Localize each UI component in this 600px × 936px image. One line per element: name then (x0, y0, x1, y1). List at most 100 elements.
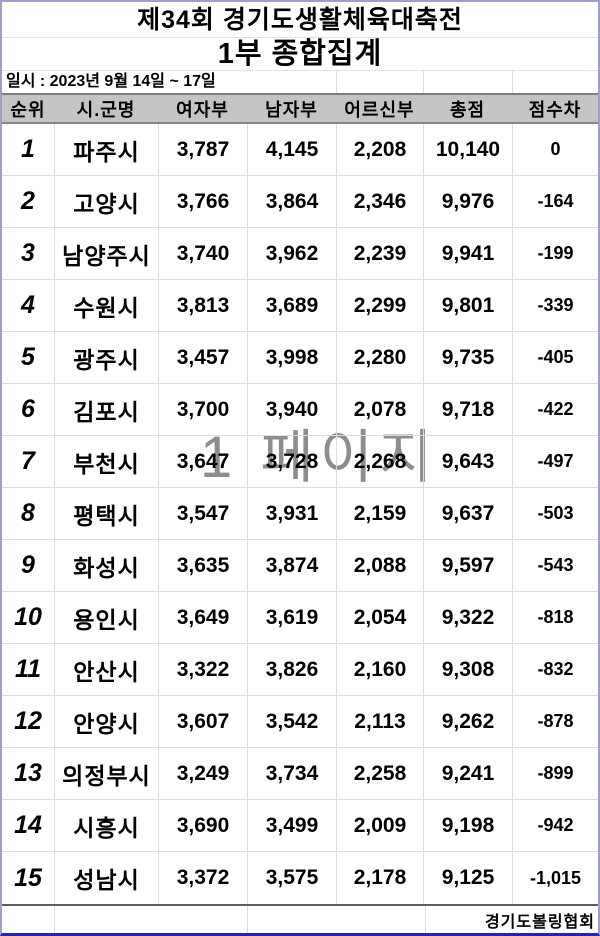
association-name: 경기도볼링협회 (425, 906, 598, 933)
total-score-cell: 9,801 (423, 280, 512, 331)
column-header-men: 남자부 (265, 99, 318, 120)
senior-score-cell: 2,113 (336, 696, 423, 747)
date-row-spacer (512, 71, 598, 93)
score-diff-cell: 0 (512, 124, 598, 175)
table-row: 13 의정부시 3,249 3,734 2,258 9,241 -899 (2, 748, 598, 800)
score-diff-cell: -818 (512, 592, 598, 643)
city-name-cell: 파주시 (54, 124, 158, 175)
score-diff-cell: -1,015 (512, 852, 598, 904)
total-score-cell: 10,140 (423, 124, 512, 175)
score-diff-cell: -422 (512, 384, 598, 435)
total-score-cell: 9,322 (423, 592, 512, 643)
men-score-cell: 4,145 (247, 124, 336, 175)
date-row: 일시 : 2023년 9월 14일 ~ 17일 (2, 71, 598, 93)
rank-cell: 6 (21, 395, 35, 423)
total-score-cell: 9,198 (423, 800, 512, 851)
report-title: 제34회 경기도생활체육대축전 (2, 2, 598, 38)
table-body: 1 파주시 3,787 4,145 2,208 10,140 0 2 고양시 3… (2, 124, 598, 904)
men-score-cell: 3,940 (247, 384, 336, 435)
report-subtitle: 1부 종합집계 (2, 38, 598, 71)
women-score-cell: 3,607 (158, 696, 247, 747)
rank-cell: 10 (14, 603, 42, 631)
rank-cell: 14 (14, 811, 42, 839)
table-row: 4 수원시 3,813 3,689 2,299 9,801 -339 (2, 280, 598, 332)
women-score-cell: 3,547 (158, 488, 247, 539)
rank-cell: 11 (15, 655, 41, 683)
men-score-cell: 3,734 (247, 748, 336, 799)
score-diff-cell: -543 (512, 540, 598, 591)
column-header-city: 시.군명 (76, 99, 136, 120)
senior-score-cell: 2,280 (336, 332, 423, 383)
score-diff-cell: -503 (512, 488, 598, 539)
rank-cell: 2 (21, 187, 35, 215)
women-score-cell: 3,690 (158, 800, 247, 851)
city-name-cell: 부천시 (54, 436, 158, 487)
total-score-cell: 9,976 (423, 176, 512, 227)
women-score-cell: 3,635 (158, 540, 247, 591)
city-name-cell: 광주시 (54, 332, 158, 383)
table-row: 2 고양시 3,766 3,864 2,346 9,976 -164 (2, 176, 598, 228)
total-score-cell: 9,941 (423, 228, 512, 279)
senior-score-cell: 2,160 (336, 644, 423, 695)
senior-score-cell: 2,208 (336, 124, 423, 175)
total-score-cell: 9,308 (423, 644, 512, 695)
table-row: 12 안양시 3,607 3,542 2,113 9,262 -878 (2, 696, 598, 748)
rank-cell: 5 (21, 343, 35, 371)
footer-spacer (247, 906, 425, 933)
date-row-spacer (423, 71, 512, 93)
senior-score-cell: 2,258 (336, 748, 423, 799)
score-diff-cell: -942 (512, 800, 598, 851)
score-diff-cell: -878 (512, 696, 598, 747)
score-diff-cell: -164 (512, 176, 598, 227)
table-row: 10 용인시 3,649 3,619 2,054 9,322 -818 (2, 592, 598, 644)
rank-cell: 12 (14, 707, 42, 735)
city-name-cell: 화성시 (54, 540, 158, 591)
total-score-cell: 9,735 (423, 332, 512, 383)
table-header-row: 순위 시.군명 여자부 남자부 어르신부 총점 점수차 (2, 93, 598, 124)
table-row: 9 화성시 3,635 3,874 2,088 9,597 -543 (2, 540, 598, 592)
women-score-cell: 3,766 (158, 176, 247, 227)
total-score-cell: 9,262 (423, 696, 512, 747)
column-header-diff: 점수차 (528, 99, 582, 120)
senior-score-cell: 2,088 (336, 540, 423, 591)
city-name-cell: 남양주시 (54, 228, 158, 279)
men-score-cell: 3,826 (247, 644, 336, 695)
score-diff-cell: -832 (512, 644, 598, 695)
column-header-women: 여자부 (176, 99, 229, 120)
women-score-cell: 3,372 (158, 852, 247, 904)
senior-score-cell: 2,054 (336, 592, 423, 643)
senior-score-cell: 2,268 (336, 436, 423, 487)
men-score-cell: 3,619 (247, 592, 336, 643)
rank-cell: 3 (21, 239, 35, 267)
table-row: 8 평택시 3,547 3,931 2,159 9,637 -503 (2, 488, 598, 540)
men-score-cell: 3,689 (247, 280, 336, 331)
women-score-cell: 3,647 (158, 436, 247, 487)
score-diff-cell: -199 (512, 228, 598, 279)
senior-score-cell: 2,159 (336, 488, 423, 539)
men-score-cell: 3,962 (247, 228, 336, 279)
table-row: 7 부천시 3,647 3,728 2,268 9,643 -497 (2, 436, 598, 488)
table-row: 11 안산시 3,322 3,826 2,160 9,308 -832 (2, 644, 598, 696)
column-header-total: 총점 (449, 99, 486, 120)
women-score-cell: 3,457 (158, 332, 247, 383)
women-score-cell: 3,813 (158, 280, 247, 331)
women-score-cell: 3,740 (158, 228, 247, 279)
total-score-cell: 9,718 (423, 384, 512, 435)
rank-cell: 9 (21, 551, 35, 579)
score-diff-cell: -497 (512, 436, 598, 487)
score-diff-cell: -899 (512, 748, 598, 799)
rank-cell: 7 (21, 447, 35, 475)
date-row-spacer (336, 71, 423, 93)
men-score-cell: 3,874 (247, 540, 336, 591)
rank-cell: 15 (14, 863, 42, 892)
senior-score-cell: 2,178 (336, 852, 423, 904)
column-header-rank: 순위 (10, 99, 46, 120)
city-name-cell: 안산시 (54, 644, 158, 695)
table-row: 14 시흥시 3,690 3,499 2,009 9,198 -942 (2, 800, 598, 852)
city-name-cell: 수원시 (54, 280, 158, 331)
event-date: 일시 : 2023년 9월 14일 ~ 17일 (6, 73, 216, 90)
senior-score-cell: 2,346 (336, 176, 423, 227)
footer-row: 경기도볼링협회 (2, 904, 598, 933)
table-row: 1 파주시 3,787 4,145 2,208 10,140 0 (2, 124, 598, 176)
